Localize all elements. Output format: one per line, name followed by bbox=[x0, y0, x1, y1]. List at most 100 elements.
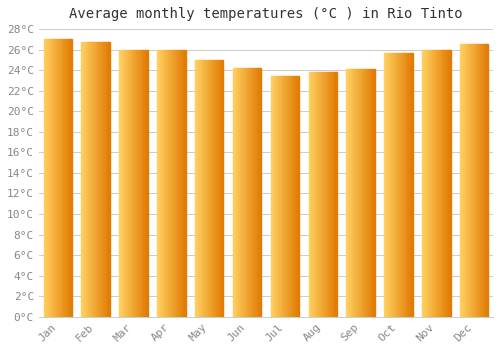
Bar bbox=[122, 50, 124, 317]
Bar bbox=[314, 72, 316, 317]
Bar bbox=[129, 50, 130, 317]
Bar bbox=[388, 53, 390, 317]
Bar bbox=[440, 50, 442, 317]
Bar bbox=[144, 50, 145, 317]
Bar bbox=[168, 50, 170, 317]
Bar bbox=[356, 69, 358, 317]
Bar bbox=[124, 50, 125, 317]
Bar bbox=[313, 72, 314, 317]
Bar bbox=[449, 50, 450, 317]
Bar bbox=[312, 72, 313, 317]
Bar bbox=[206, 60, 208, 317]
Bar bbox=[336, 72, 337, 317]
Bar bbox=[167, 50, 168, 317]
Bar bbox=[424, 50, 425, 317]
Bar bbox=[164, 50, 166, 317]
Bar bbox=[425, 50, 426, 317]
Bar bbox=[476, 44, 477, 317]
Bar bbox=[359, 69, 360, 317]
Bar bbox=[242, 68, 244, 317]
Bar bbox=[474, 44, 476, 317]
Bar bbox=[442, 50, 444, 317]
Bar bbox=[166, 50, 167, 317]
Bar bbox=[400, 53, 402, 317]
Bar bbox=[464, 44, 466, 317]
Bar bbox=[408, 53, 410, 317]
Bar bbox=[55, 39, 56, 317]
Bar bbox=[352, 69, 354, 317]
Bar bbox=[330, 72, 332, 317]
Bar bbox=[158, 50, 160, 317]
Bar bbox=[426, 50, 428, 317]
Bar bbox=[66, 39, 68, 317]
Bar bbox=[244, 68, 246, 317]
Bar bbox=[257, 68, 258, 317]
Bar bbox=[204, 60, 205, 317]
Bar bbox=[126, 50, 128, 317]
Bar bbox=[218, 60, 219, 317]
Bar bbox=[407, 53, 408, 317]
Bar bbox=[135, 50, 136, 317]
Bar bbox=[130, 50, 132, 317]
Bar bbox=[348, 69, 350, 317]
Bar bbox=[397, 53, 398, 317]
Bar bbox=[466, 44, 467, 317]
Bar bbox=[358, 69, 359, 317]
Bar bbox=[236, 68, 237, 317]
Bar bbox=[362, 69, 364, 317]
Bar bbox=[200, 60, 202, 317]
Bar bbox=[355, 69, 356, 317]
Bar bbox=[429, 50, 430, 317]
Bar bbox=[410, 53, 412, 317]
Bar bbox=[70, 39, 72, 317]
Bar bbox=[198, 60, 200, 317]
Bar bbox=[136, 50, 138, 317]
Bar bbox=[372, 69, 374, 317]
Bar bbox=[48, 39, 50, 317]
Bar bbox=[298, 76, 299, 317]
Bar bbox=[65, 39, 66, 317]
Bar bbox=[432, 50, 434, 317]
Bar bbox=[238, 68, 240, 317]
Bar bbox=[318, 72, 320, 317]
Bar bbox=[398, 53, 400, 317]
Bar bbox=[374, 69, 375, 317]
Bar bbox=[322, 72, 323, 317]
Bar bbox=[279, 76, 280, 317]
Bar bbox=[215, 60, 216, 317]
Bar bbox=[134, 50, 135, 317]
Bar bbox=[438, 50, 439, 317]
Bar bbox=[92, 42, 94, 317]
Bar bbox=[128, 50, 130, 317]
Bar bbox=[97, 42, 98, 317]
Bar bbox=[404, 53, 406, 317]
Bar bbox=[247, 68, 248, 317]
Bar bbox=[448, 50, 449, 317]
Bar bbox=[294, 76, 295, 317]
Bar bbox=[368, 69, 369, 317]
Bar bbox=[181, 50, 182, 317]
Bar bbox=[349, 69, 350, 317]
Bar bbox=[69, 39, 70, 317]
Bar bbox=[94, 42, 96, 317]
Bar bbox=[295, 76, 296, 317]
Bar bbox=[234, 68, 235, 317]
Bar bbox=[199, 60, 200, 317]
Bar bbox=[462, 44, 463, 317]
Bar bbox=[142, 50, 144, 317]
Bar bbox=[422, 50, 424, 317]
Bar bbox=[146, 50, 148, 317]
Bar bbox=[482, 44, 484, 317]
Bar bbox=[45, 39, 46, 317]
Bar bbox=[463, 44, 464, 317]
Bar bbox=[322, 72, 324, 317]
Bar bbox=[290, 76, 292, 317]
Bar bbox=[296, 76, 298, 317]
Bar bbox=[260, 68, 262, 317]
Bar bbox=[219, 60, 220, 317]
Bar bbox=[44, 39, 45, 317]
Bar bbox=[252, 68, 254, 317]
Bar bbox=[86, 42, 87, 317]
Bar bbox=[102, 42, 103, 317]
Bar bbox=[430, 50, 432, 317]
